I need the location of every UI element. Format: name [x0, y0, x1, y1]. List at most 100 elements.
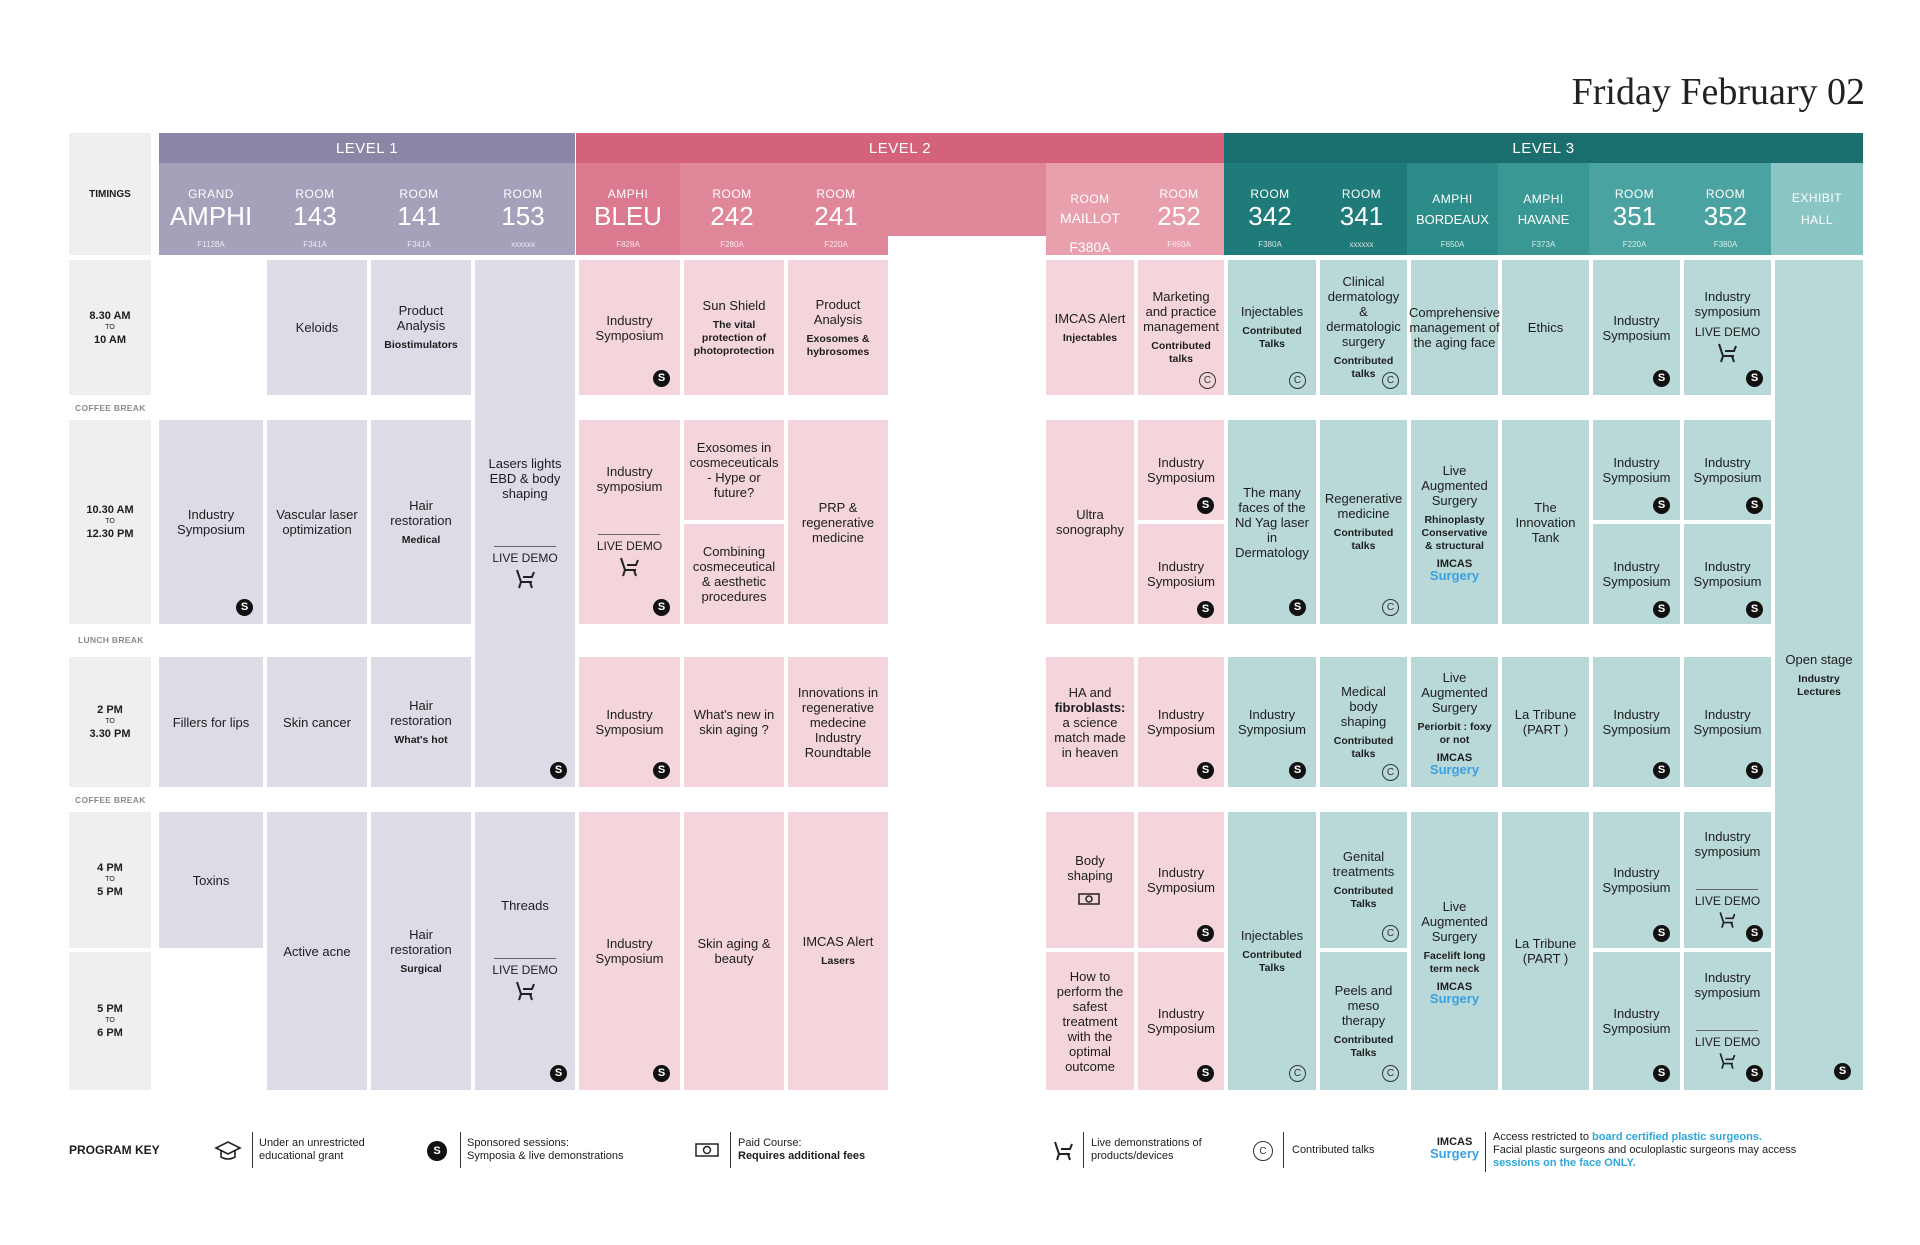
key-access-text: Access restricted to board certified pla… [1493, 1131, 1833, 1170]
room-label: ROOM [399, 187, 439, 201]
session-industry-symposium[interactable]: Industry Symposium S [1593, 260, 1680, 395]
session-prp[interactable]: PRP & regenerative medicine [788, 420, 888, 624]
session-industry-symposium[interactable]: Industry Symposium S [1593, 952, 1680, 1090]
session-industry-symposium-demo[interactable]: Industry symposium LIVE DEMO S [579, 420, 680, 624]
session-industry-symposium[interactable]: Industry Symposium S [579, 260, 680, 395]
session-innovations-regenerative[interactable]: Innovations in regenerative medecine Ind… [788, 657, 888, 787]
session-industry-symposium-demo[interactable]: Industry symposium LIVE DEMO S [1684, 812, 1771, 948]
session-marketing[interactable]: Marketing and practice management Contrib… [1138, 260, 1224, 395]
session-industry-symposium-demo[interactable]: Industry symposium LIVE DEMO S [1684, 952, 1771, 1090]
level-1-bar: LEVEL 1 [159, 133, 575, 163]
session-product-analysis[interactable]: Product Analysis Biostimulators [371, 260, 471, 395]
sponsored-icon: S [550, 762, 567, 779]
session-skin-cancer[interactable]: Skin cancer [267, 657, 367, 787]
session-skin-aging-beauty[interactable]: Skin aging & beauty [684, 812, 784, 1090]
session-subtitle: Contributed Talks [1242, 948, 1302, 974]
session-la-tribune[interactable]: La Tribune (PART ) [1502, 812, 1589, 1090]
session-la-tribune[interactable]: La Tribune (PART ) [1502, 657, 1589, 787]
session-industry-symposium[interactable]: Industry Symposium S [1593, 812, 1680, 948]
session-vascular-laser[interactable]: Vascular laser optimization [267, 420, 367, 624]
session-subtitle: Contributed talks [1333, 355, 1394, 380]
sponsored-icon: S [427, 1141, 447, 1161]
session-exosomes-cosmeceuticals[interactable]: Exosomes in cosmeceuticals - Hype or fut… [684, 420, 784, 520]
session-live-augmented-periorbit[interactable]: Live Augmented Surgery Periorbit : foxy o… [1411, 657, 1498, 787]
room-number: BORDEAUX [1416, 211, 1489, 227]
session-combining-cosmeceutical[interactable]: Combining cosmeceutical & aesthetic proc… [684, 524, 784, 624]
session-threads[interactable]: Threads LIVE DEMO S [475, 812, 575, 1090]
session-industry-symposium-demo[interactable]: Industry symposium LIVE DEMO S [1684, 260, 1771, 395]
session-subtitle: Lasers [821, 955, 855, 967]
session-industry-symposium[interactable]: Industry Symposium S [1138, 952, 1224, 1090]
session-industry-symposium[interactable]: Industry Symposium S [1138, 420, 1224, 520]
session-keloids[interactable]: Keloids [267, 260, 367, 395]
session-industry-symposium[interactable]: Industry Symposium S [1684, 657, 1771, 787]
session-hair-restoration-surgical[interactable]: Hair restoration Surgical [371, 812, 471, 1090]
session-ha-fibroblasts[interactable]: HA and fibroblasts: a science match made i… [1046, 657, 1134, 787]
session-subtitle: Rhinoplasty Conservative & structural [1421, 514, 1488, 552]
session-title: Industry Symposium [595, 707, 664, 737]
sponsored-icon: S [1746, 497, 1763, 514]
session-live-augmented-facelift[interactable]: Live Augmented Surgery Facelift long term… [1411, 812, 1498, 1090]
session-product-analysis-exosomes[interactable]: Product Analysis Exosomes & hybrosomes [788, 260, 888, 395]
sponsored-icon: S [1197, 762, 1214, 779]
session-industry-symposium[interactable]: Industry Symposium S [579, 812, 680, 1090]
dentist-chair-icon [1054, 1141, 1073, 1161]
level-2-bar: LEVEL 2 [576, 133, 1224, 163]
sponsored-icon: S [1289, 762, 1306, 779]
session-toxins[interactable]: Toxins [159, 812, 263, 948]
session-title: Body shaping [1067, 853, 1113, 883]
dentist-chair-icon [1719, 912, 1736, 928]
session-live-augmented-rhinoplasty[interactable]: Live Augmented Surgery Rhinoplasty Conser… [1411, 420, 1498, 624]
session-industry-symposium[interactable]: Industry Symposium S [1138, 812, 1224, 948]
session-sun-shield[interactable]: Sun Shield The vital protection of photop… [684, 260, 784, 395]
session-subtitle: Contributed Talks [1333, 885, 1394, 910]
session-title: Industry Symposium [1238, 707, 1306, 737]
session-industry-symposium[interactable]: Industry Symposium S [1684, 420, 1771, 520]
session-industry-symposium[interactable]: Industry Symposium S [1593, 420, 1680, 520]
session-industry-symposium[interactable]: Industry Symposium S [1684, 524, 1771, 624]
session-title: Live Augmented Surgery [1421, 669, 1488, 715]
session-fillers-lips[interactable]: Fillers for lips [159, 657, 263, 787]
session-injectables[interactable]: Injectables Contributed Talks C [1228, 812, 1316, 1090]
key-live-text: Live demonstrations of products/devices [1091, 1137, 1202, 1162]
session-medical-body-shaping[interactable]: Medical body shaping Contributed talks C [1320, 657, 1407, 787]
session-industry-symposium[interactable]: Industry Symposium S [1593, 524, 1680, 624]
session-genital-treatments[interactable]: Genital treatments Contributed Talks C [1320, 812, 1407, 948]
session-ultra-sonography[interactable]: Ultra sonography [1046, 420, 1134, 624]
session-title: Threads [501, 898, 549, 913]
session-innovation-tank[interactable]: The Innovation Tank [1502, 420, 1589, 624]
room-label: ROOM [816, 187, 856, 201]
session-imcas-alert-lasers[interactable]: IMCAS Alert Lasers [788, 812, 888, 1090]
session-peels-meso[interactable]: Peels and meso therapy Contributed Talks C [1320, 952, 1407, 1090]
session-industry-symposium[interactable]: Industry Symposium S [1138, 524, 1224, 624]
session-hair-restoration-whats-hot[interactable]: Hair restoration What's hot [371, 657, 471, 787]
session-title: IMCAS Alert [1054, 310, 1126, 326]
live-demo: LIVE DEMO [1695, 325, 1760, 366]
session-active-acne[interactable]: Active acne [267, 812, 367, 1090]
session-imcas-alert-injectables[interactable]: IMCAS Alert Injectables [1046, 260, 1134, 395]
session-industry-symposium[interactable]: Industry Symposium S [1593, 657, 1680, 787]
session-body-shaping[interactable]: Body shaping [1046, 812, 1134, 948]
session-title-rest: a science match made in heaven [1054, 714, 1126, 760]
session-whats-new-skin-aging[interactable]: What's new in skin aging ? [684, 657, 784, 787]
session-title: Ultra sonography [1056, 507, 1124, 537]
paid-course-icon [695, 1143, 719, 1157]
session-ethics[interactable]: Ethics [1502, 260, 1589, 395]
session-regenerative-medicine[interactable]: Regenerative medicine Contributed talks C [1320, 420, 1407, 624]
session-clinical-dermatology[interactable]: Clinical dermatology & dermatologic surg… [1320, 260, 1407, 395]
session-injectables[interactable]: Injectables Contributed Talks C [1228, 260, 1316, 395]
session-lasers-ebd[interactable]: Lasers lights EBD & body shaping LIVE DE… [475, 260, 575, 787]
session-open-stage[interactable]: Open stage Industry Lectures S [1775, 260, 1863, 1090]
session-how-to-perform[interactable]: How to perform the safest treatment with… [1046, 952, 1134, 1090]
session-title: Industry Symposium [1147, 1006, 1215, 1036]
session-title: Industry Symposium [1602, 707, 1671, 737]
session-title: Lasers lights EBD & body shaping [488, 455, 562, 501]
session-comprehensive-aging-face[interactable]: Comprehensive management of the aging fa… [1409, 260, 1500, 395]
session-industry-symposium[interactable]: Industry Symposium S [159, 420, 263, 624]
session-hair-restoration-medical[interactable]: Hair restoration Medical [371, 420, 471, 624]
session-industry-symposium[interactable]: Industry Symposium S [1228, 657, 1316, 787]
session-nd-yag[interactable]: The many faces of the Nd Yag laser in De… [1228, 420, 1316, 624]
session-industry-symposium[interactable]: Industry Symposium S [579, 657, 680, 787]
time-slot-1: 8.30 AM TO 10 AM [69, 260, 151, 395]
session-industry-symposium[interactable]: Industry Symposium S [1138, 657, 1224, 787]
